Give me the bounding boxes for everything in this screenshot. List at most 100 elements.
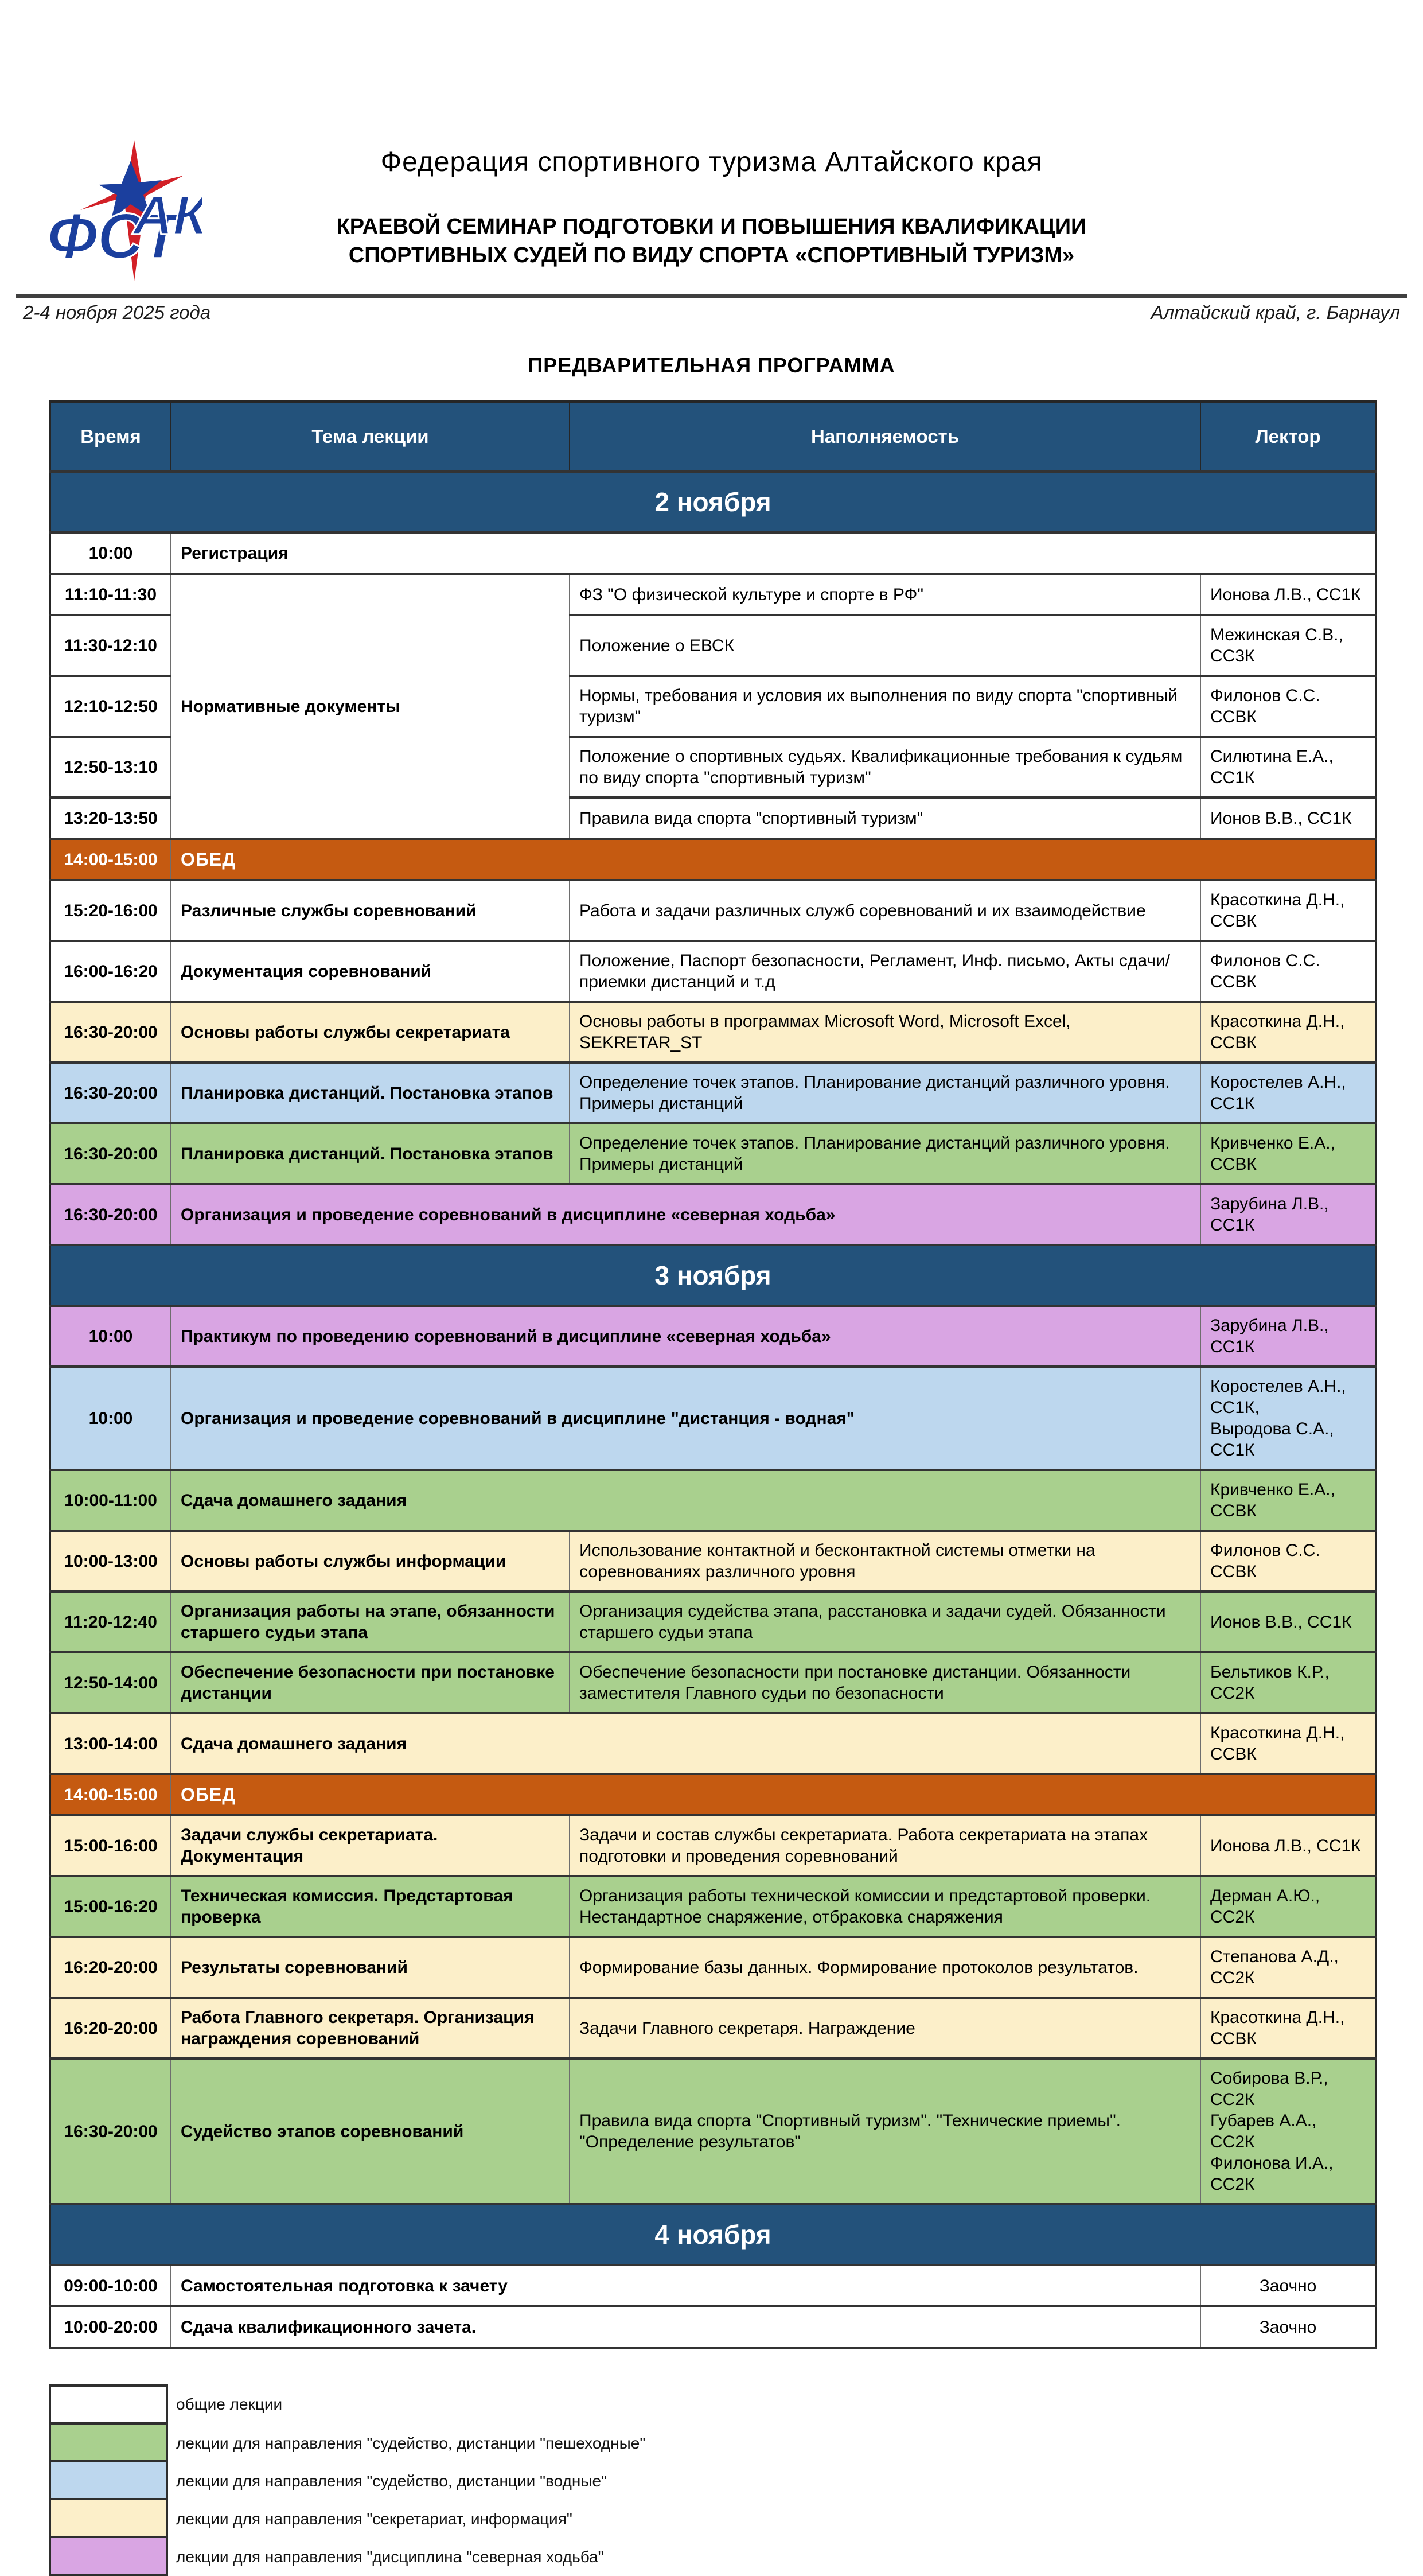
time-cell: 10:00-20:00 [49, 2305, 171, 2349]
topic-cell: Сдача домашнего задания [170, 1712, 1201, 1775]
time-cell: 16:20-20:00 [49, 1936, 171, 1999]
lunch-row: 14:00-15:00 ОБЕД [49, 838, 1377, 881]
table-header-row: Время Тема лекции Наполняемость Лектор [49, 401, 1377, 472]
logo-text-ak: АК [132, 185, 202, 246]
program-row: 09:00-10:00 Самостоятельная подготовка к … [49, 2264, 1377, 2307]
topic-cell: Обеспечение безопасности при постановке … [170, 1651, 570, 1714]
program-table: Время Тема лекции Наполняемость Лектор 2… [49, 400, 1377, 2349]
program-row: 16:30-20:00 Основы работы службы секретар… [49, 1001, 1377, 1064]
program-row: 10:00 Организация и проведение соревнован… [49, 1365, 1377, 1471]
content-cell: ФЗ "О физической культуре и спорте в РФ" [569, 573, 1201, 616]
lecturer-cell: Филонов С.С. ССВК [1200, 675, 1377, 738]
time-cell: 16:30-20:00 [49, 1122, 171, 1185]
lecturer-cell: Красоткина Д.Н., ССВК [1200, 1001, 1377, 1064]
lecturer-cell: Филонов С.С. ССВК [1200, 940, 1377, 1003]
lecturer-cell: Кривченко Е.А., ССВК [1200, 1469, 1377, 1532]
topic-cell: Основы работы службы секретариата [170, 1001, 570, 1064]
program-row: 16:00-16:20 Документация соревнований Поло… [49, 940, 1377, 1003]
legend-swatch-purple [49, 2536, 168, 2576]
legend: общие лекции лекции для направления "суде… [49, 2384, 1423, 2576]
content-cell: Задачи и состав службы секретариата. Раб… [569, 1814, 1201, 1877]
lecturer-cell: Заочно [1200, 2305, 1377, 2349]
legend-swatch-white [49, 2384, 168, 2425]
program-row: 10:00-13:00 Основы работы службы информац… [49, 1530, 1377, 1593]
legend-swatch-cream [49, 2498, 168, 2538]
legend-label: лекции для направления "судейство, диста… [176, 2472, 607, 2490]
time-cell: 12:10-12:50 [49, 675, 171, 738]
logo-blue-star [99, 161, 162, 219]
time-cell: 16:30-20:00 [49, 1183, 171, 1246]
lecturer-cell: Кривченко Е.А., ССВК [1200, 1122, 1377, 1185]
content-cell: Формирование базы данных. Формирование п… [569, 1936, 1201, 1999]
legend-swatch-green [49, 2422, 168, 2462]
program-row: 10:00-20:00 Сдача квалификационного зачет… [49, 2305, 1377, 2349]
topic-cell: Самостоятельная подготовка к зачету [170, 2264, 1201, 2307]
topic-cell: Планировка дистанций. Постановка этапов [170, 1122, 570, 1185]
program-row: 15:00-16:20 Техническая комиссия. Предста… [49, 1875, 1377, 1938]
content-cell: Положение о ЕВСК [569, 614, 1201, 677]
time-cell: 14:00-15:00 [49, 1773, 171, 1816]
legend-item: лекции для направления "дисциплина "севе… [49, 2536, 1423, 2576]
topic-cell: Техническая комиссия. Предстартовая пров… [170, 1875, 570, 1938]
fstak-logo-icon: ФСТ АК [47, 140, 202, 281]
section-row: 2 ноября [50, 470, 1376, 534]
column-header-topic: Тема лекции [170, 401, 570, 472]
time-cell: 10:00 [49, 531, 171, 575]
time-cell: 16:20-20:00 [49, 1997, 171, 2060]
legend-item: лекции для направления "судейство, диста… [49, 2460, 1423, 2500]
lecturer-cell: Силютина Е.А., СС1К [1200, 736, 1377, 799]
program-row: 11:10-11:30 Нормативные документы ФЗ "О фи… [49, 573, 1377, 840]
logo-red-star [80, 140, 184, 281]
content-cell: Задачи Главного секретаря. Награждение [569, 1997, 1201, 2060]
time-cell: 11:30-12:10 [49, 614, 171, 677]
time-cell: 11:20-12:40 [49, 1590, 171, 1653]
content-cell: Основы работы в программах Microsoft Wor… [569, 1001, 1201, 1064]
program-row: 15:00-16:00 Задачи службы секретариата. Д… [49, 1814, 1377, 1877]
program-row: 13:20-13:50 Правила вида спорта "спортивн… [49, 796, 1377, 840]
program-row: 15:20-16:00 Различные службы соревнований… [49, 879, 1377, 942]
topic-cell: Задачи службы секретариата. Документация [170, 1814, 570, 1877]
document-page: ФСТ АК Федерация спортивного туризма Алт… [16, 140, 1407, 2576]
content-cell: Работа и задачи различных служб соревнов… [569, 879, 1201, 942]
content-cell: Положение, Паспорт безопасности, Регламе… [569, 940, 1201, 1003]
logo-text-fst: ФСТ [47, 200, 185, 272]
lecturer-cell: Красоткина Д.Н., ССВК [1200, 1712, 1377, 1775]
time-cell: 11:10-11:30 [49, 573, 171, 616]
legend-label: лекции для направления "судейство, диста… [176, 2434, 646, 2452]
content-cell: Положение о спортивных судьях. Квалифика… [569, 736, 1201, 799]
event-location: Алтайский край, г. Барнаул [1151, 302, 1400, 323]
topic-cell: Работа Главного секретаря. Организация н… [170, 1997, 570, 2060]
topic-cell: Практикум по проведению соревнований в д… [170, 1305, 1201, 1368]
program-row: 12:50-13:10 Положение о спортивных судьях… [49, 736, 1377, 799]
topic-cell: Основы работы службы информации [170, 1530, 570, 1593]
column-header-content: Наполняемость [569, 401, 1201, 472]
program-row: 16:20-20:00 Результаты соревнований Формир… [49, 1936, 1377, 1999]
topic-cell: Судейство этапов соревнований [170, 2057, 570, 2205]
seminar-title-line1: КРАЕВОЙ СЕМИНАР ПОДГОТОВКИ И ПОВЫШЕНИЯ К… [336, 215, 1087, 239]
time-cell: 13:20-13:50 [49, 796, 171, 840]
time-cell: 10:00-13:00 [49, 1530, 171, 1593]
topic-cell: Регистрация [170, 531, 1377, 575]
time-cell: 15:00-16:00 [49, 1814, 171, 1877]
topic-cell: Результаты соревнований [170, 1936, 570, 1999]
seminar-title-line2: СПОРТИВНЫХ СУДЕЙ ПО ВИДУ СПОРТА «СПОРТИВ… [348, 243, 1075, 267]
content-cell: Нормы, требования и условия их выполнени… [569, 675, 1201, 738]
section-header: 3 ноября [50, 1244, 1376, 1307]
column-header-lecturer: Лектор [1200, 401, 1377, 472]
date-row: 2-4 ноября 2025 года Алтайский край, г. … [23, 302, 1400, 324]
time-cell: 10:00 [49, 1365, 171, 1471]
content-cell: Определение точек этапов. Планирование д… [569, 1061, 1201, 1124]
event-date: 2-4 ноября 2025 года [23, 302, 211, 323]
lecturer-cell: Межинская С.В., СС3К [1200, 614, 1377, 677]
topic-cell: Организация работы на этапе, обязанности… [170, 1590, 570, 1653]
lecturer-cell: Ионов В.В., СС1К [1200, 1590, 1377, 1653]
content-cell: Организация работы технической комиссии … [569, 1875, 1201, 1938]
program-row: 13:00-14:00 Сдача домашнего задания Красот… [49, 1712, 1377, 1775]
content-cell: Правила вида спорта "спортивный туризм" [569, 796, 1201, 840]
program-row: 16:30-20:00 Организация и проведение соре… [49, 1183, 1377, 1246]
lecturer-cell: Собирова В.Р., СС2К Губарев А.А., СС2К Ф… [1200, 2057, 1377, 2205]
time-cell: 09:00-10:00 [49, 2264, 171, 2307]
legend-item: лекции для направления "секретариат, инф… [49, 2498, 1423, 2538]
topic-cell: ОБЕД [170, 838, 1377, 881]
lecturer-cell: Ионова Л.В., СС1К [1200, 573, 1377, 616]
